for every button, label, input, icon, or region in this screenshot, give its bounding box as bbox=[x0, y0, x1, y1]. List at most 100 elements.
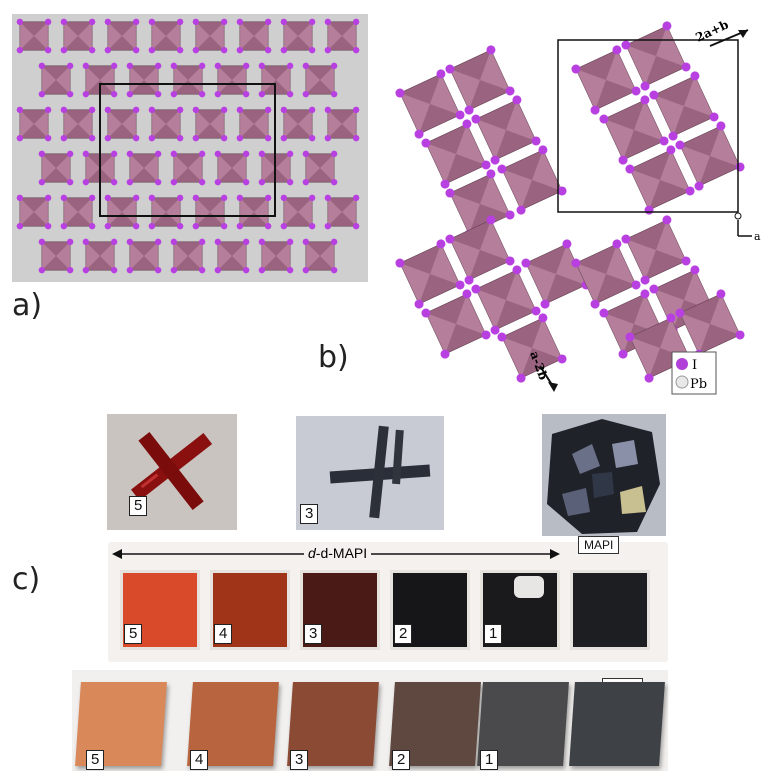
iodine-atom bbox=[490, 155, 500, 165]
iodine-atom bbox=[16, 222, 24, 230]
iodine-atom bbox=[286, 150, 294, 158]
octahedron-face bbox=[63, 212, 93, 227]
iodine-atom bbox=[154, 62, 162, 70]
octahedron-face bbox=[85, 153, 100, 183]
octahedron-face bbox=[603, 293, 645, 324]
octahedron-face bbox=[653, 269, 695, 300]
octahedron-face bbox=[85, 65, 100, 95]
iodine-atom bbox=[82, 90, 90, 98]
iodine-atom bbox=[516, 373, 526, 383]
octahedron-face bbox=[63, 109, 93, 124]
iodine-atom bbox=[302, 266, 310, 274]
iodine-atom bbox=[512, 265, 522, 275]
octahedron-face bbox=[239, 109, 269, 124]
octahedron-face bbox=[283, 212, 313, 227]
octahedron-face bbox=[78, 197, 93, 227]
octahedron-face bbox=[254, 197, 269, 227]
octahedron-face bbox=[532, 149, 563, 191]
octahedron-face bbox=[19, 212, 49, 227]
octahedron-face bbox=[656, 219, 687, 261]
iodine-atom bbox=[421, 308, 431, 318]
octahedron-face bbox=[327, 197, 342, 227]
octahedron-face bbox=[469, 250, 511, 281]
iodine-atom bbox=[352, 222, 360, 230]
iodine-atom bbox=[176, 222, 184, 230]
iodine-atom bbox=[176, 18, 184, 26]
iodine-atom bbox=[352, 134, 360, 142]
octahedron-face bbox=[34, 197, 49, 227]
iodine-atom bbox=[110, 150, 118, 158]
octahedron-face bbox=[283, 109, 298, 139]
iodine-atom bbox=[421, 138, 431, 148]
iodine-atom bbox=[236, 134, 244, 142]
pellet-sample bbox=[569, 682, 665, 766]
iodine-atom bbox=[198, 178, 206, 186]
octahedron-face bbox=[63, 21, 93, 36]
iodine-atom bbox=[690, 71, 700, 81]
legend-pb-label: Pb bbox=[690, 377, 707, 392]
octahedron-face bbox=[575, 69, 606, 111]
octahedron-face bbox=[232, 153, 247, 183]
octahedron-face bbox=[19, 21, 49, 36]
octahedron-face bbox=[449, 173, 491, 204]
iodine-atom bbox=[242, 178, 250, 186]
octahedron-face bbox=[107, 21, 122, 51]
iodine-atom bbox=[192, 18, 200, 26]
octahedron-face bbox=[625, 219, 667, 250]
octahedron-face bbox=[645, 250, 687, 281]
iodine-atom bbox=[716, 289, 726, 299]
iodine-atom bbox=[44, 46, 52, 54]
octahedron-face bbox=[623, 130, 665, 161]
iodine-atom bbox=[170, 62, 178, 70]
iodine-atom bbox=[88, 46, 96, 54]
octahedron-face bbox=[78, 21, 93, 51]
iodine-atom bbox=[286, 238, 294, 246]
octahedron-face bbox=[327, 21, 342, 51]
octahedron-face bbox=[305, 153, 320, 183]
iodine-atom bbox=[640, 289, 650, 299]
iodine-atom bbox=[440, 179, 450, 189]
iodine-atom bbox=[16, 194, 24, 202]
iodine-atom bbox=[640, 275, 650, 285]
iodine-atom bbox=[497, 332, 507, 342]
octahedron-face bbox=[195, 36, 225, 51]
iodine-atom bbox=[612, 45, 622, 55]
octahedron-face bbox=[239, 124, 269, 139]
iodine-atom bbox=[521, 258, 531, 268]
octahedron-face bbox=[107, 124, 137, 139]
iodine-atom bbox=[132, 194, 140, 202]
octahedron-face bbox=[305, 256, 335, 271]
unit-cell-box bbox=[99, 83, 276, 217]
iodine-atom bbox=[132, 222, 140, 230]
octahedron-face bbox=[239, 109, 254, 139]
iodine-atom bbox=[88, 194, 96, 202]
octahedron-face bbox=[261, 65, 291, 80]
octahedron-face bbox=[239, 21, 254, 51]
iodine-atom bbox=[280, 18, 288, 26]
crystal-label-5: 5 bbox=[129, 496, 148, 516]
octahedron-face bbox=[679, 313, 710, 355]
octahedron-face bbox=[283, 21, 298, 51]
film-light-patch bbox=[514, 576, 544, 598]
iodine-atom bbox=[198, 266, 206, 274]
octahedron-face bbox=[129, 153, 159, 168]
iodine-atom bbox=[352, 18, 360, 26]
iodine-atom bbox=[88, 222, 96, 230]
iodine-atom bbox=[38, 178, 46, 186]
iodine-atom bbox=[557, 354, 567, 364]
iodine-atom bbox=[220, 46, 228, 54]
octahedron-face bbox=[239, 197, 269, 212]
octahedron-face bbox=[449, 193, 480, 235]
octahedron-face bbox=[151, 197, 181, 212]
iodine-atom bbox=[148, 194, 156, 202]
octahedron-face bbox=[653, 95, 684, 137]
octahedron-face bbox=[41, 153, 56, 183]
octahedron-face bbox=[684, 75, 715, 117]
iodine-atom bbox=[599, 308, 609, 318]
iodine-atom bbox=[516, 205, 526, 215]
octahedron-face bbox=[283, 124, 313, 139]
octahedron-face bbox=[501, 317, 543, 348]
octahedron-face bbox=[85, 241, 100, 271]
film-sample-label: 5 bbox=[124, 624, 143, 644]
octahedron-face bbox=[575, 49, 617, 80]
